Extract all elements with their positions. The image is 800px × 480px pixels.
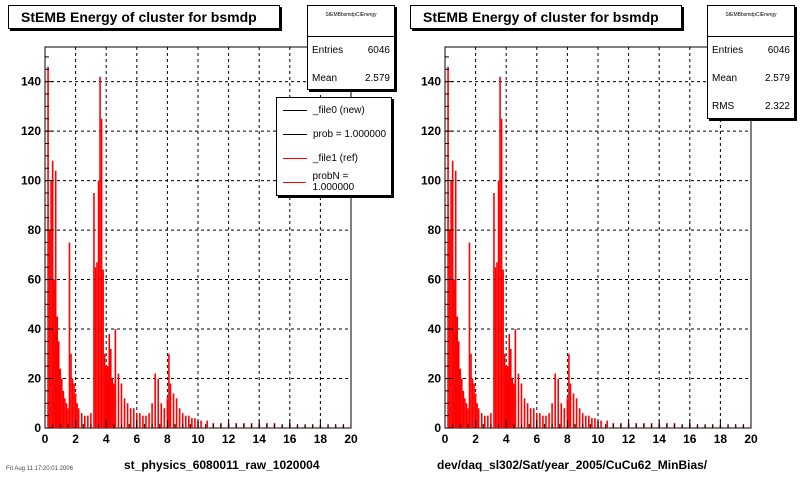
- y-tick-label: 20: [28, 372, 42, 386]
- legend-entry-prob: prob = 1.000000: [277, 122, 391, 146]
- x-tick-label: 8: [564, 432, 571, 446]
- stats-row-rms: RMS 2.322: [708, 93, 794, 121]
- legend-label: _file0 (new): [313, 104, 365, 116]
- y-tick-label: 60: [28, 273, 42, 287]
- x-tick-label: 2: [472, 432, 479, 446]
- x-tick-label: 14: [653, 432, 667, 446]
- x-tick-label: 18: [714, 432, 728, 446]
- plot-frame: [444, 46, 752, 429]
- y-tick-label: 0: [434, 421, 441, 435]
- y-tick-label: 80: [28, 223, 42, 237]
- x-tick-label: 6: [133, 432, 140, 446]
- stats-row-entries: Entries 6046: [308, 37, 394, 65]
- y-tick-label: 140: [21, 75, 41, 89]
- legend-line-prob: [283, 133, 307, 135]
- stats-value: 2.579: [364, 73, 390, 84]
- x-tick-label: 2: [72, 432, 79, 446]
- left-legend: _file0 (new) prob = 1.000000 _file1 (ref…: [276, 97, 392, 196]
- x-tick-label: 12: [622, 432, 636, 446]
- x-tick-label: 12: [222, 432, 236, 446]
- right-histogram-plot: 0 2 4 6 8 10 12 14 16 18 20 0 20 40 60 80 100 120 140: [421, 46, 758, 446]
- left-stats-box: StEMBbsmdpClEnergy Entries 6046 Mean 2.5…: [307, 5, 395, 90]
- stats-row-entries: Entries 6046: [708, 37, 794, 65]
- stats-histogram-name: StEMBbsmdpClEnergy: [708, 6, 794, 37]
- stats-value: 2.322: [764, 101, 790, 112]
- y-tick-label: 40: [428, 322, 442, 336]
- stats-row-mean: Mean 2.579: [308, 65, 394, 93]
- x-tick-label: 6: [533, 432, 540, 446]
- x-tick-label: 14: [253, 432, 267, 446]
- legend-label: _file1 (ref): [313, 152, 359, 164]
- right-stats-box: StEMBbsmdpClEnergy Entries 6046 Mean 2.5…: [707, 5, 795, 119]
- stats-histogram-name: StEMBbsmdpClEnergy: [308, 6, 394, 37]
- legend-line-probn: [283, 181, 307, 183]
- y-tick-label: 120: [21, 124, 41, 138]
- legend-label: probN = 1.000000: [312, 171, 355, 193]
- x-tick-label: 10: [191, 432, 205, 446]
- stats-label: RMS: [712, 101, 735, 112]
- stats-label: Mean: [312, 73, 338, 84]
- legend-entry-new: _file0 (new): [277, 98, 391, 122]
- y-tick-label: 80: [428, 223, 442, 237]
- y-tick-label: 100: [421, 174, 441, 188]
- legend-line-ref: [283, 157, 307, 159]
- x-tick-label: 18: [314, 432, 328, 446]
- x-tick-label: 0: [442, 432, 449, 446]
- left-plot-title: StEMB Energy of cluster for bsmdp: [8, 5, 280, 29]
- footer-timestamp: Fri Aug 11 17:20:01 2006: [6, 466, 73, 472]
- stats-value: 2.579: [764, 73, 790, 84]
- y-tick-label: 40: [28, 322, 42, 336]
- x-tick-label: 20: [744, 432, 758, 446]
- y-tick-label: 0: [34, 421, 41, 435]
- y-tick-label: 100: [21, 174, 41, 188]
- stats-value: 6046: [367, 45, 390, 56]
- y-tick-label: 60: [428, 273, 442, 287]
- right-plot-title: StEMB Energy of cluster for bsmdp: [410, 5, 682, 29]
- legend-label: prob = 1.000000: [313, 128, 387, 140]
- x-tick-label: 10: [591, 432, 605, 446]
- x-tick-label: 16: [283, 432, 297, 446]
- right-x-axis-label: dev/daq_sl302/Sat/year_2005/CuCu62_MinBi…: [437, 458, 708, 472]
- x-tick-label: 20: [344, 432, 358, 446]
- legend-line-new: [283, 109, 307, 111]
- stats-label: Mean: [712, 73, 738, 84]
- x-tick-label: 8: [164, 432, 171, 446]
- stats-label: Entries: [712, 45, 744, 56]
- x-tick-label: 16: [683, 432, 697, 446]
- y-tick-label: 120: [421, 124, 441, 138]
- y-tick-label: 140: [421, 75, 441, 89]
- legend-entry-probn: probN = 1.000000: [277, 170, 391, 194]
- left-x-axis-label: st_physics_6080011_raw_1020004: [124, 458, 320, 472]
- stats-row-mean: Mean 2.579: [708, 65, 794, 93]
- y-tick-label: 20: [428, 372, 442, 386]
- x-tick-label: 4: [103, 432, 110, 446]
- x-tick-label: 0: [42, 432, 49, 446]
- legend-entry-ref: _file1 (ref): [277, 146, 391, 170]
- stats-value: 6046: [767, 45, 790, 56]
- stats-label: Entries: [312, 45, 344, 56]
- x-tick-label: 4: [503, 432, 510, 446]
